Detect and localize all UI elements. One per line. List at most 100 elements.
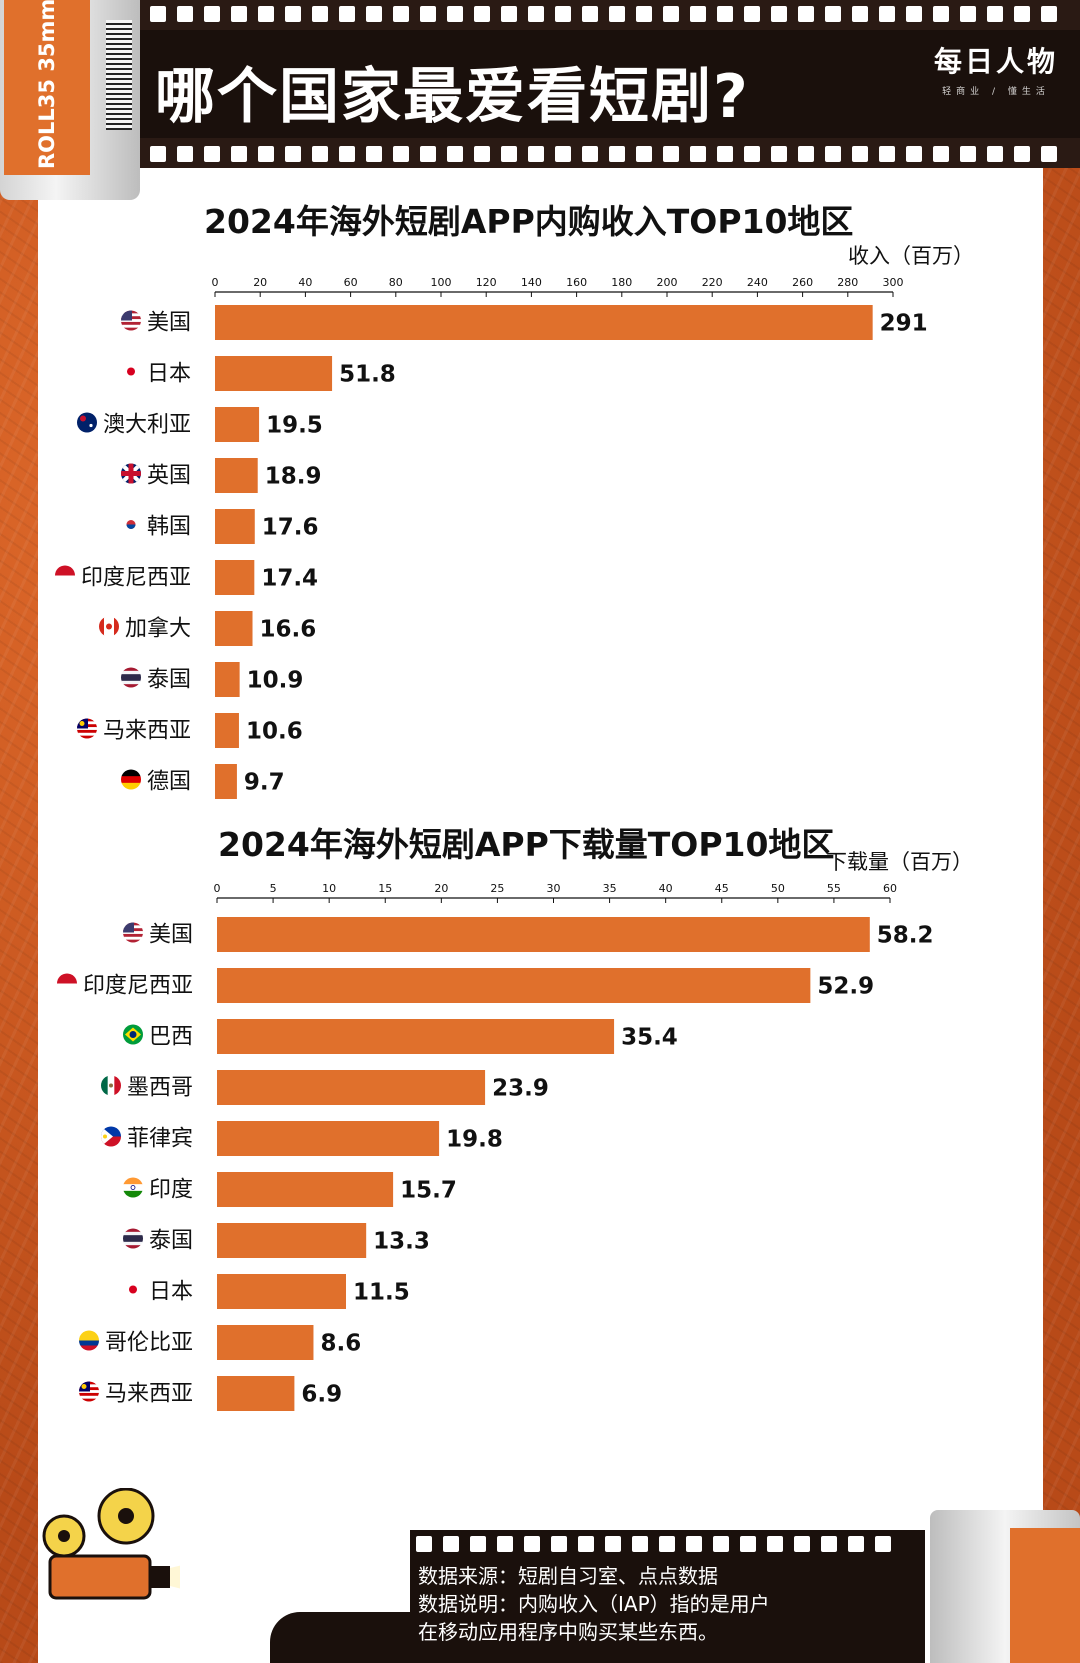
br-flag-icon [123, 1024, 143, 1045]
film-hole [663, 6, 679, 22]
film-hole [551, 1536, 567, 1552]
bar [217, 1376, 295, 1411]
film-hole [690, 146, 706, 162]
logo-sub-text: 轻商业 / 懂生活 [942, 87, 1050, 97]
bar [215, 407, 260, 442]
film-hole [825, 146, 841, 162]
jp-flag-icon [123, 1279, 143, 1300]
x-tick-label: 20 [253, 276, 267, 289]
chart1-unit-label: 收入（百万） [848, 244, 974, 268]
film-hole [528, 6, 544, 22]
bar [215, 509, 255, 544]
bar [215, 713, 239, 748]
film-projector-icon [42, 1488, 180, 1600]
film-hole [771, 146, 787, 162]
film-hole [933, 146, 949, 162]
us-flag-icon [123, 922, 143, 943]
film-hole [393, 6, 409, 22]
in-flag-icon [123, 1177, 143, 1198]
bar [217, 1223, 367, 1258]
film-hole [663, 146, 679, 162]
bar [215, 662, 240, 697]
film-hole [875, 1536, 891, 1552]
category-label: 巴西 [149, 1025, 193, 1050]
value-label: 19.5 [266, 413, 323, 439]
film-hole [443, 1536, 459, 1552]
revenue-bar-chart: 0 20 40 60 80 100 120 140 160 180 200 220 240 260 280 3… [55, 276, 928, 799]
film-hole [636, 6, 652, 22]
film-hole [177, 6, 193, 22]
category-label: 美国 [149, 923, 193, 948]
film-hole [713, 1536, 729, 1552]
film-hole [474, 146, 490, 162]
category-label: 印度 [149, 1178, 193, 1203]
bar [217, 1070, 486, 1105]
film-hole [150, 146, 166, 162]
x-tick-label: 35 [603, 882, 617, 895]
value-label: 17.6 [262, 515, 319, 541]
category-label: 印度尼西亚 [81, 566, 191, 591]
data-source-text: 数据来源：短剧自习室、点点数据 [418, 1564, 718, 1588]
category-label: 墨西哥 [127, 1076, 193, 1101]
film-hole [150, 6, 166, 22]
film-hole [470, 1536, 486, 1552]
film-hole [416, 1536, 432, 1552]
film-hole [312, 6, 328, 22]
value-label: 15.7 [400, 1178, 457, 1204]
content-panel [38, 150, 1043, 1663]
film-hole [258, 6, 274, 22]
value-label: 52.9 [817, 974, 874, 1000]
x-tick-label: 200 [657, 276, 678, 289]
x-tick-label: 100 [431, 276, 452, 289]
header-film-strip: 哪个国家最爱看短剧? 每日人物 轻商业 / 懂生活 [140, 0, 1080, 168]
film-hole [906, 6, 922, 22]
x-tick-label: 45 [715, 882, 729, 895]
value-label: 19.8 [446, 1127, 503, 1153]
film-hole [474, 6, 490, 22]
logo-main-text: 每日人物 [933, 45, 1058, 78]
value-label: 11.5 [353, 1280, 410, 1306]
film-hole [582, 6, 598, 22]
film-hole [690, 6, 706, 22]
header-film-frame: 哪个国家最爱看短剧? 每日人物 轻商业 / 懂生活 [140, 30, 1080, 138]
film-hole [636, 146, 652, 162]
film-hole [848, 1536, 864, 1552]
x-tick-label: 40 [659, 882, 673, 895]
value-label: 51.8 [339, 362, 396, 388]
value-label: 8.6 [320, 1331, 361, 1357]
film-hole [1014, 146, 1030, 162]
bar [217, 1121, 440, 1156]
bar [215, 356, 333, 391]
x-tick-label: 60 [883, 882, 897, 895]
canister-text: ROLL35 35mm color film 400 ISO [35, 0, 59, 169]
brand-logo: 每日人物 轻商业 / 懂生活 [934, 40, 1058, 97]
film-canister: ROLL35 35mm color film 400 ISO [0, 0, 140, 200]
film-hole [798, 146, 814, 162]
value-label: 17.4 [261, 566, 318, 592]
film-hole [528, 146, 544, 162]
film-hole [879, 146, 895, 162]
category-label: 哥伦比亚 [105, 1331, 193, 1356]
category-label: 菲律宾 [127, 1127, 193, 1152]
film-hole [798, 6, 814, 22]
film-hole [1041, 146, 1057, 162]
film-hole [366, 146, 382, 162]
film-hole [717, 6, 733, 22]
category-label: 加拿大 [125, 616, 191, 642]
x-tick-label: 55 [827, 882, 841, 895]
jp-flag-icon [121, 361, 141, 382]
film-hole [285, 6, 301, 22]
bar [217, 1274, 346, 1309]
film-hole [582, 146, 598, 162]
film-hole [825, 6, 841, 22]
x-tick-label: 0 [212, 276, 219, 289]
bar [217, 1325, 314, 1360]
film-hole [420, 6, 436, 22]
film-hole [339, 146, 355, 162]
film-holes-top [150, 6, 1070, 22]
us-flag-icon [121, 310, 141, 331]
bar [215, 458, 258, 493]
x-tick-label: 260 [792, 276, 813, 289]
film-hole [933, 6, 949, 22]
film-hole [497, 1536, 513, 1552]
